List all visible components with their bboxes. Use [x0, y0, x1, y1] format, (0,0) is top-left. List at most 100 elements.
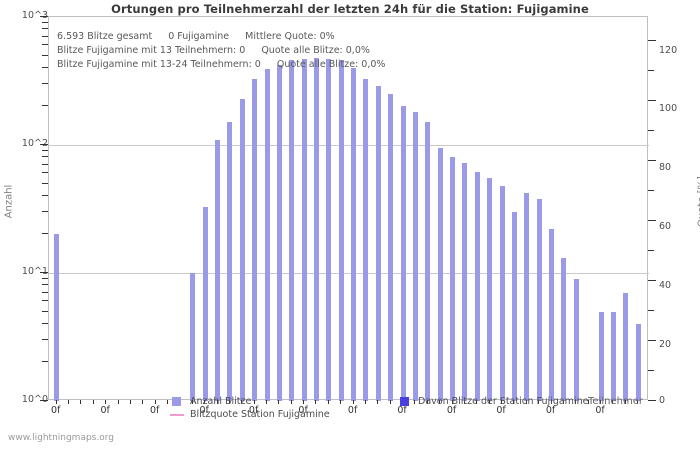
- y2-tick-label-60: 60: [659, 221, 672, 232]
- y2-tick: [648, 250, 654, 251]
- y-tick: [42, 338, 48, 340]
- y-tick-label-1: 10^0: [21, 394, 48, 405]
- x-tick: [315, 400, 317, 404]
- y2-tick: [648, 40, 656, 41]
- x-tick: [191, 400, 193, 404]
- y2-tick-label-100: 100: [659, 103, 678, 114]
- y-tick: [42, 28, 48, 30]
- y-tick: [42, 361, 48, 363]
- y2-tick: [648, 280, 656, 281]
- annotation-mean-quote: Mittlere Quote: 0%: [245, 31, 335, 42]
- x-tick: [352, 400, 354, 404]
- bar: [524, 193, 530, 401]
- bar: [425, 122, 431, 401]
- bar: [437, 147, 443, 401]
- y-tick: [40, 144, 48, 145]
- x-tick-label: 0f: [496, 405, 506, 416]
- gridline-10: [49, 273, 649, 274]
- y-tick: [42, 21, 48, 23]
- x-tick: [612, 400, 614, 404]
- x-tick: [228, 400, 230, 404]
- bar: [252, 78, 258, 401]
- x-tick: [364, 400, 366, 404]
- x-tick: [142, 400, 144, 404]
- x-tick: [105, 400, 107, 404]
- bar: [561, 258, 567, 401]
- bar: [573, 278, 579, 401]
- bar: [326, 58, 332, 401]
- bar: [289, 60, 295, 401]
- y-tick: [42, 54, 48, 56]
- y2-tick: [648, 340, 656, 341]
- bar: [536, 198, 542, 401]
- bar: [511, 211, 517, 401]
- x-tick: [451, 400, 453, 404]
- x-tick-label: 0f: [347, 405, 358, 416]
- y-axis-right: 120 100 80 60 40 20 0 Quote [%]: [648, 0, 700, 420]
- y-tick: [42, 284, 48, 286]
- x-tick: [476, 400, 478, 404]
- x-tick: [525, 400, 527, 404]
- bar: [412, 112, 418, 401]
- bar: [499, 185, 505, 401]
- x-tick-label: 0f: [50, 405, 61, 416]
- bar: [388, 94, 394, 401]
- y2-tick-label-0: 0: [659, 395, 666, 406]
- x-tick-label: 0f: [298, 405, 308, 416]
- bar: [549, 229, 555, 401]
- x-tick: [55, 400, 57, 404]
- x-tick: [501, 400, 503, 404]
- x-tick: [575, 400, 577, 404]
- x-tick: [600, 400, 602, 404]
- x-tick-label: 0f: [446, 405, 457, 416]
- x-tick: [92, 400, 94, 404]
- bar: [400, 106, 406, 401]
- y-tick: [42, 310, 48, 312]
- y-tick: [42, 105, 48, 107]
- x-tick-label: 0f: [100, 405, 110, 416]
- y-tick: [42, 163, 48, 165]
- y-tick-label-100: 10^2: [21, 138, 48, 149]
- bar: [635, 323, 641, 401]
- legend-label-station-blitze: Davon Blitze der Station Fujigamine: [418, 396, 589, 407]
- y2-tick-label-40: 40: [659, 280, 672, 291]
- y-tick: [40, 16, 48, 17]
- x-tick: [488, 400, 490, 404]
- x-tick: [241, 400, 243, 404]
- footer-watermark: www.lightningmaps.org: [8, 433, 114, 443]
- x-tick: [463, 400, 465, 404]
- x-tick: [550, 400, 552, 404]
- y2-tick: [648, 100, 656, 101]
- y-tick: [42, 322, 48, 324]
- bar: [462, 163, 468, 401]
- y2-tick-label-80: 80: [659, 162, 672, 173]
- x-tick-label: 0f: [545, 405, 556, 416]
- x-tick: [414, 400, 416, 404]
- legend-label-blitzquote: Blitzquote Station Fujigamine: [190, 409, 330, 420]
- bar: [264, 69, 270, 401]
- y-tick-label-1000: 10^3: [21, 10, 48, 21]
- y-tick: [42, 291, 48, 293]
- x-tick: [340, 400, 342, 404]
- y-tick: [42, 300, 48, 302]
- y-tick: [42, 233, 48, 235]
- x-tick: [117, 400, 119, 404]
- x-tick: [266, 400, 267, 404]
- bar: [623, 292, 629, 401]
- x-tick: [389, 400, 391, 404]
- x-tick: [377, 400, 379, 404]
- x-tick: [129, 400, 131, 404]
- x-tick: [204, 400, 206, 404]
- x-tick-label: 0f: [595, 405, 605, 416]
- y2-tick: [648, 220, 656, 221]
- bar-series-layer: [49, 17, 649, 401]
- x-tick: [216, 400, 218, 404]
- x-tick-label: 0f: [397, 405, 407, 416]
- y2-tick-label-120: 120: [659, 45, 678, 56]
- bar: [598, 311, 604, 401]
- bar: [227, 122, 233, 401]
- x-tick: [68, 400, 70, 404]
- x-tick: [624, 400, 626, 404]
- legend-swatch-station-blitze: [400, 397, 409, 406]
- x-tick: [167, 400, 169, 404]
